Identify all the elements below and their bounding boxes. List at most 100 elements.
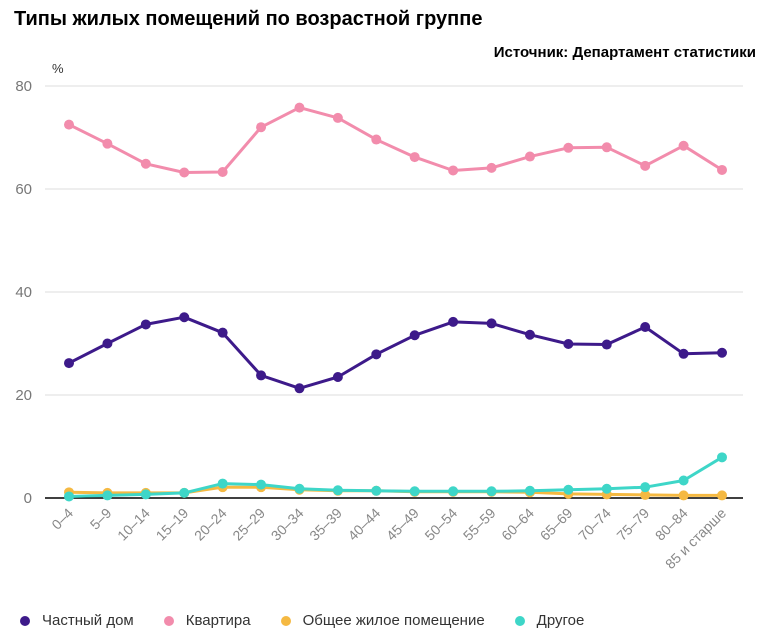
data-point <box>640 489 651 500</box>
data-point <box>486 162 497 173</box>
data-point <box>140 489 151 500</box>
x-tick-label: 20–24 <box>191 505 230 544</box>
data-point <box>294 102 305 113</box>
data-point <box>179 487 190 498</box>
y-tick-label: 80 <box>15 78 32 95</box>
data-point <box>448 486 459 497</box>
data-point <box>64 491 74 502</box>
data-point <box>102 138 113 149</box>
data-point <box>717 164 727 175</box>
legend-label: Частный дом <box>42 612 134 629</box>
series-line <box>68 456 723 498</box>
x-tick-label: 45–49 <box>383 505 422 544</box>
x-tick-label: 10–14 <box>114 505 153 544</box>
x-tick-label: 15–19 <box>153 505 192 544</box>
data-point <box>640 160 651 171</box>
data-point <box>524 485 535 496</box>
data-point <box>601 339 612 350</box>
data-point <box>524 329 535 340</box>
data-point <box>448 316 459 327</box>
data-point <box>140 319 151 330</box>
x-tick-label: 0–4 <box>48 505 76 533</box>
data-point <box>256 370 267 381</box>
y-axis-unit: % <box>52 61 64 76</box>
data-point <box>217 167 228 178</box>
y-tick-label: 0 <box>24 490 32 507</box>
x-tick-label: 30–34 <box>268 505 307 544</box>
data-point <box>448 165 459 176</box>
data-point <box>332 112 343 123</box>
data-point <box>678 140 689 151</box>
legend-label: Общее жилое помещение <box>302 612 485 629</box>
data-point <box>717 347 727 358</box>
x-tick-label: 50–54 <box>421 505 460 544</box>
data-point <box>486 486 497 497</box>
legend-item: Общее жилое помещение <box>280 612 485 629</box>
x-tick-label: 55–59 <box>460 505 499 544</box>
data-point <box>678 475 689 486</box>
data-point <box>64 358 74 369</box>
legend-label: Квартира <box>185 612 251 629</box>
legend-marker <box>163 615 174 626</box>
data-point <box>140 158 151 169</box>
series-group <box>64 102 727 502</box>
x-tick-label: 75–79 <box>613 505 652 544</box>
x-tick-label: 25–29 <box>229 505 268 544</box>
data-point <box>256 479 267 490</box>
data-point <box>217 327 228 338</box>
data-point <box>217 478 228 489</box>
x-tick-label: 65–69 <box>537 505 576 544</box>
grid <box>45 85 743 396</box>
data-point <box>717 452 727 463</box>
data-point <box>563 484 574 495</box>
data-point <box>294 483 305 494</box>
series-1 <box>64 102 727 178</box>
data-point <box>371 485 382 496</box>
series-line <box>68 106 723 174</box>
data-point <box>563 339 574 350</box>
data-point <box>601 483 612 494</box>
data-point <box>524 151 535 162</box>
x-tick-label: 35–39 <box>306 505 345 544</box>
series-0 <box>64 312 727 394</box>
data-point <box>409 152 420 163</box>
y-tick-label: 20 <box>15 387 32 404</box>
series-3 <box>64 452 727 502</box>
data-point <box>256 122 267 133</box>
data-point <box>678 348 689 359</box>
x-tick-label: 5–9 <box>87 505 115 533</box>
y-tick-label: 60 <box>15 181 32 198</box>
data-point <box>486 318 497 329</box>
legend-marker <box>20 615 30 626</box>
x-tick-label: 60–64 <box>498 505 537 544</box>
data-point <box>102 490 113 501</box>
legend-item: Квартира <box>163 612 251 629</box>
data-point <box>640 322 651 333</box>
data-point <box>563 142 574 153</box>
data-point <box>332 485 343 496</box>
legend-item: Другое <box>514 612 585 629</box>
legend-label: Другое <box>536 612 585 629</box>
data-point <box>601 142 612 153</box>
legend: Частный дом Квартира Общее жилое помещение… <box>20 612 614 629</box>
data-point <box>678 490 689 501</box>
data-point <box>371 134 382 145</box>
series-line <box>68 315 723 390</box>
data-point <box>409 486 420 497</box>
data-point <box>179 312 190 323</box>
chart-source: Источник: Департамент статистики <box>493 44 756 61</box>
data-point <box>371 349 382 360</box>
chart-title: Типы жилых помещений по возрастной групп… <box>14 8 483 30</box>
legend-item: Частный дом <box>20 612 134 629</box>
data-point <box>102 338 113 349</box>
y-tick-label: 40 <box>15 284 32 301</box>
data-point <box>179 167 190 178</box>
data-point <box>717 490 727 501</box>
legend-marker <box>280 615 291 626</box>
x-tick-label: 40–44 <box>345 505 384 544</box>
legend-marker <box>514 615 525 626</box>
data-point <box>640 482 651 493</box>
data-point <box>64 119 74 130</box>
x-tick-label: 70–74 <box>575 505 614 544</box>
